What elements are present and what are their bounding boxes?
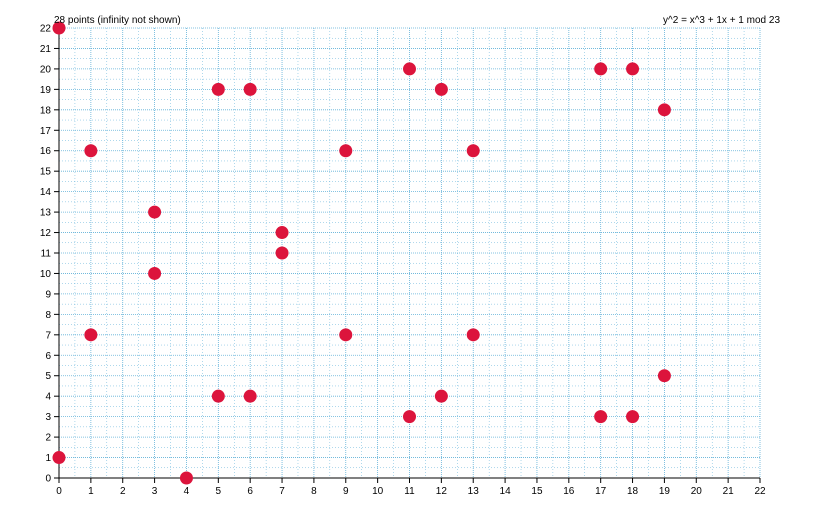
y-tick-label: 1 [45, 453, 51, 464]
data-point [626, 62, 640, 76]
x-tick-label: 21 [723, 486, 735, 497]
data-point [275, 246, 289, 260]
x-tick-label: 6 [247, 486, 253, 497]
data-point [594, 410, 608, 424]
data-point [84, 144, 98, 158]
x-tick-label: 20 [691, 486, 703, 497]
data-point [339, 144, 353, 158]
x-tick-label: 16 [563, 486, 575, 497]
y-tick-label: 7 [45, 330, 51, 341]
x-tick-label: 4 [184, 486, 190, 497]
x-tick-label: 0 [56, 486, 62, 497]
y-tick-label: 13 [40, 208, 52, 219]
y-tick-label: 3 [45, 412, 51, 423]
y-tick-label: 22 [40, 24, 52, 35]
x-tick-label: 17 [595, 486, 607, 497]
y-tick-label: 15 [40, 167, 52, 178]
y-tick-label: 11 [41, 249, 52, 260]
point-count-annotation: 28 points (infinity not shown) [54, 15, 181, 26]
y-tick-label: 4 [45, 392, 51, 403]
curve-equation-annotation: y^2 = x^3 + 1x + 1 mod 23 [663, 15, 780, 26]
x-tick-label: 9 [343, 486, 349, 497]
y-tick-label: 6 [45, 351, 51, 362]
grid [58, 27, 761, 479]
data-point [52, 451, 66, 465]
data-point [434, 389, 448, 403]
x-tick-label: 5 [216, 486, 222, 497]
data-point [52, 21, 66, 35]
y-tick-label: 5 [45, 371, 51, 382]
x-tick-label: 8 [311, 486, 317, 497]
data-point [657, 103, 671, 117]
data-point [626, 410, 640, 424]
data-point [211, 389, 225, 403]
x-tick-label: 7 [279, 486, 285, 497]
y-tick-label: 14 [40, 187, 52, 198]
data-point [179, 471, 193, 485]
x-tick-label: 13 [468, 486, 480, 497]
y-tick-label: 9 [45, 289, 51, 300]
y-tick-label: 12 [40, 228, 52, 239]
x-tick-label: 22 [754, 486, 766, 497]
data-point [657, 369, 671, 383]
x-tick-label: 2 [120, 486, 126, 497]
data-point [403, 410, 416, 424]
x-tick-label: 12 [436, 486, 448, 497]
x-tick-label: 15 [531, 486, 543, 497]
data-point [434, 82, 448, 96]
x-tick-label: 10 [372, 486, 384, 497]
x-tick-label: 1 [88, 486, 94, 497]
y-tick-label: 10 [40, 269, 52, 280]
data-points [52, 21, 671, 485]
y-tick-label: 19 [40, 85, 52, 96]
data-point [243, 389, 257, 403]
data-point [243, 82, 257, 96]
x-tick-label: 3 [152, 486, 158, 497]
data-point [275, 226, 289, 240]
x-tick-label: 19 [659, 486, 671, 497]
y-tick-label: 17 [40, 126, 52, 137]
y-tick-label: 16 [40, 146, 52, 157]
y-tick-label: 8 [45, 310, 51, 321]
data-point [594, 62, 608, 76]
data-point [148, 266, 162, 280]
y-tick-label: 0 [45, 474, 51, 485]
y-tick-label: 20 [40, 64, 52, 75]
data-point [84, 328, 98, 342]
y-tick-label: 21 [40, 44, 52, 55]
x-tick-label: 11 [404, 486, 415, 497]
data-point [466, 328, 480, 342]
data-point [339, 328, 353, 342]
x-axis-ticks: 0 1 2 3 4 5 6 7 8 9 10 11 12 13 14 15 16 17 18 19 20 21 22 [56, 478, 766, 497]
data-point [211, 82, 225, 96]
x-tick-label: 18 [627, 486, 639, 497]
data-point [148, 205, 162, 219]
data-point [403, 62, 416, 76]
x-tick-label: 14 [500, 486, 512, 497]
y-tick-label: 18 [40, 105, 52, 116]
y-tick-label: 2 [45, 433, 51, 444]
data-point [466, 144, 480, 158]
